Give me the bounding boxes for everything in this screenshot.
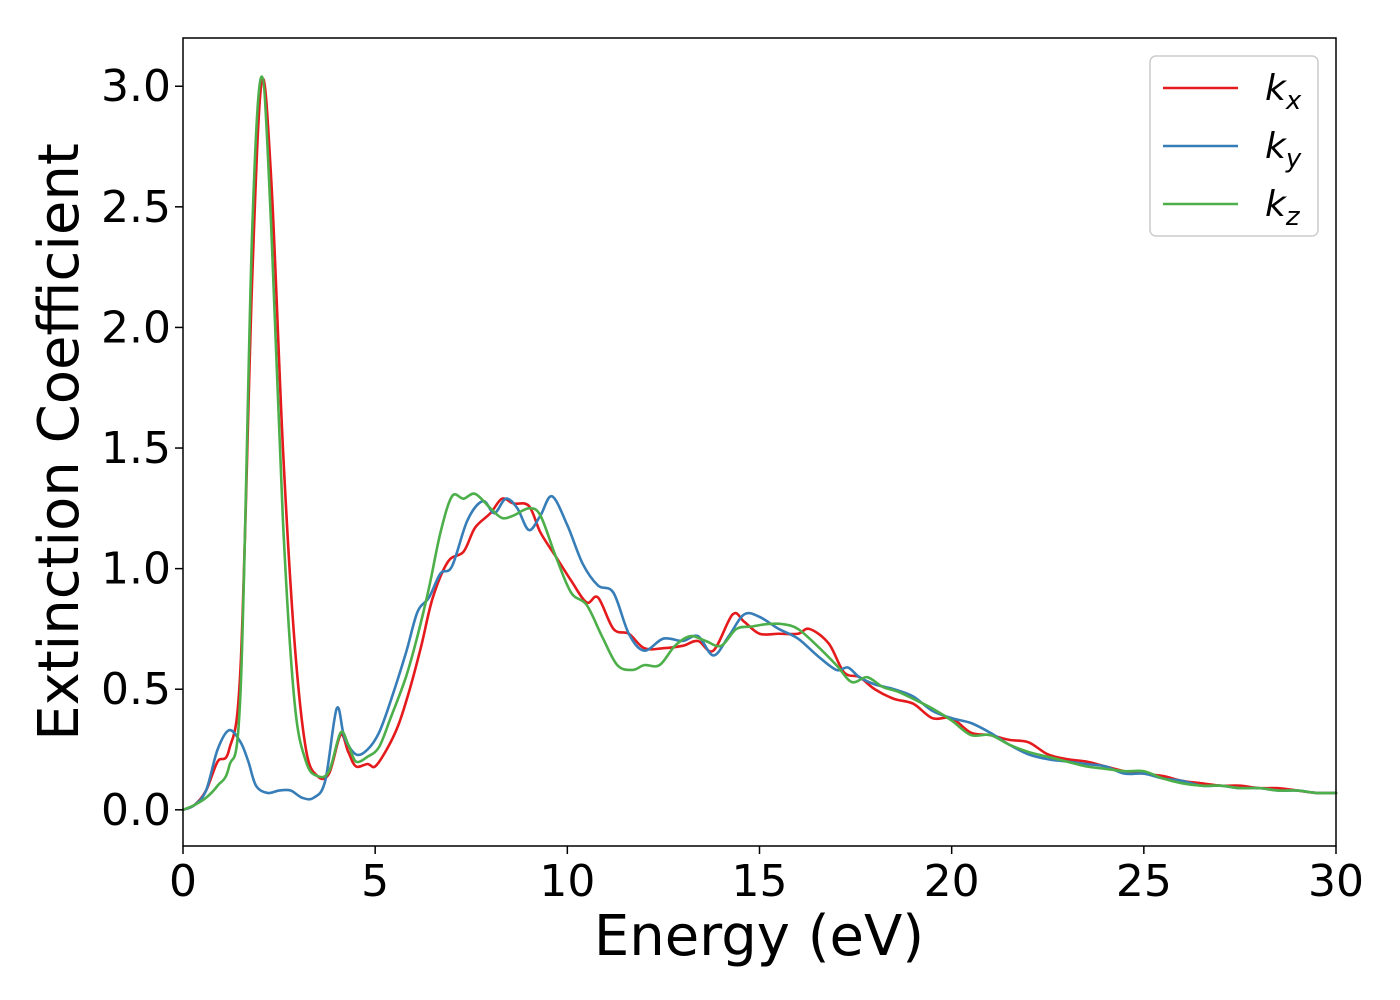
y-tick-label: 2.5: [101, 182, 171, 233]
x-tick-label: 0: [169, 856, 197, 907]
x-tick-label: 30: [1308, 856, 1364, 907]
legend-label-base: k: [1265, 184, 1288, 225]
y-tick-label: 1.5: [101, 423, 171, 474]
y-axis-title: Extinction Coefficient: [27, 143, 92, 741]
y-tick-label: 0.0: [101, 785, 171, 836]
legend-label-kx: kx: [1265, 68, 1302, 116]
x-tick-label: 20: [924, 856, 980, 907]
series-line-ky: [181, 494, 1338, 812]
y-tick-label: 2.0: [101, 302, 171, 353]
series-line-kz: [181, 75, 1338, 812]
legend-label-base: k: [1265, 126, 1288, 167]
legend-label-ky: ky: [1265, 126, 1302, 174]
legend-label-subscript: x: [1285, 86, 1302, 116]
x-tick-label: 25: [1116, 856, 1172, 907]
x-tick-label: 5: [361, 856, 389, 907]
x-tick-label: 15: [732, 856, 788, 907]
x-axis-title: Energy (eV): [594, 904, 924, 969]
series-layer: [181, 75, 1338, 812]
legend-label-base: k: [1265, 68, 1288, 109]
y-tick-label: 3.0: [101, 61, 171, 112]
y-tick-label: 0.5: [101, 664, 171, 715]
x-axis-ticks: 0 5 10 15 20 25 30: [169, 846, 1364, 907]
y-axis-ticks: 0.0 0.5 1.0 1.5 2.0 2.5 3.0: [101, 61, 183, 836]
x-tick-label: 10: [539, 856, 595, 907]
y-tick-label: 1.0: [101, 544, 171, 595]
legend-label-subscript: y: [1285, 144, 1302, 174]
legend-label-kz: kz: [1265, 184, 1301, 232]
legend-label-subscript: z: [1285, 202, 1301, 232]
series-line-kx: [181, 77, 1338, 812]
